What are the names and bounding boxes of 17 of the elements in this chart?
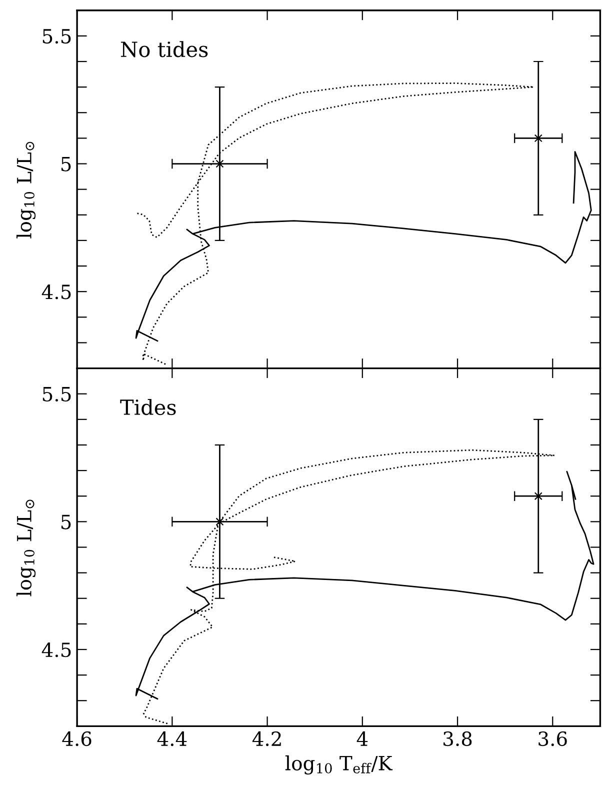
y-tick-label: 4.5 <box>42 642 71 658</box>
x-tick-label: 4 <box>356 731 368 746</box>
y-tick-label: 5.5 <box>42 387 71 402</box>
x-tick-label: 3.6 <box>538 731 567 746</box>
y-tick-label: 4.5 <box>42 284 71 300</box>
x-tick-label: 4.6 <box>62 731 92 746</box>
x-tick-label: 3.8 <box>444 731 472 746</box>
y-tick-label: 5 <box>61 514 71 530</box>
annotation: No tides <box>120 41 208 58</box>
y-tick-label: 5 <box>61 156 71 172</box>
x-tick-label: 4.2 <box>252 731 281 746</box>
annotation: Tides <box>120 398 176 416</box>
y-axis-title: log$_{10}$ L/L$_{⊙}$ <box>16 142 36 238</box>
y-axis-title: log$_{10}$ L/L$_{⊙}$ <box>16 500 36 596</box>
x-axis-title: log$_{10}$ T$_{eff}$/K <box>285 755 393 775</box>
x-tick-label: 4.4 <box>157 731 187 746</box>
y-tick-label: 5.5 <box>42 29 71 44</box>
